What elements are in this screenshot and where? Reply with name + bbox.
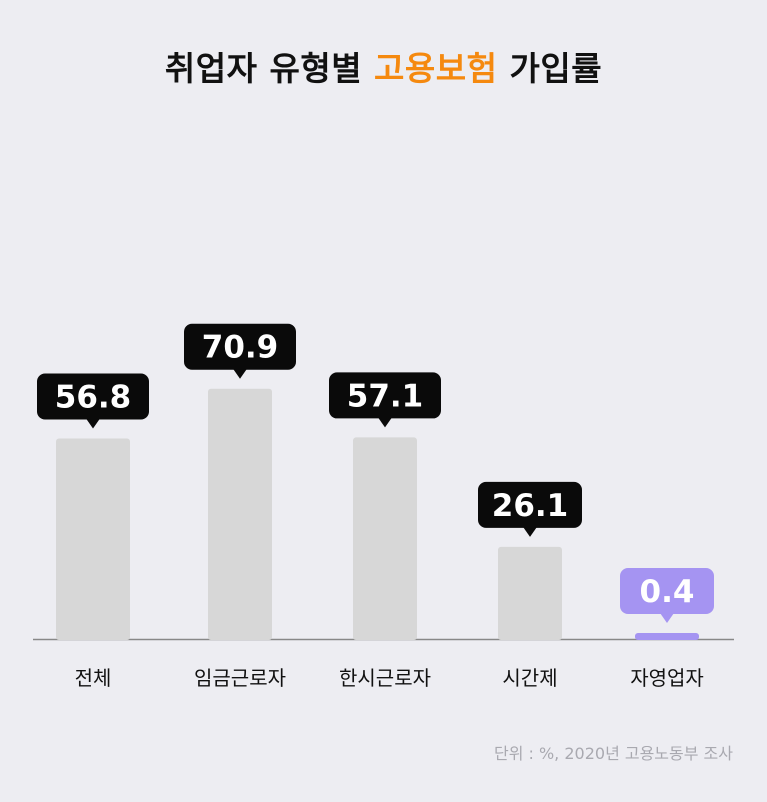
data-label-4: 0.4 xyxy=(640,574,695,610)
bar-3 xyxy=(498,546,562,640)
title-part1: 취업자 유형별 xyxy=(164,49,375,88)
data-label-pointer-1 xyxy=(233,368,247,379)
category-label-2: 한시근로자 xyxy=(339,666,431,690)
data-label-0: 56.8 xyxy=(55,379,132,415)
bar-4 xyxy=(635,633,699,640)
data-label-pointer-4 xyxy=(660,613,674,623)
bar-1 xyxy=(208,388,272,640)
category-label-3: 시간제 xyxy=(502,666,557,690)
category-label-0: 전체 xyxy=(75,666,112,690)
data-label-box-1 xyxy=(184,323,296,370)
data-label-box-0 xyxy=(37,373,149,420)
title-part2: 가입률 xyxy=(497,49,603,88)
data-label-box-3 xyxy=(478,481,582,528)
data-label-1: 70.9 xyxy=(202,330,279,366)
data-label-pointer-2 xyxy=(378,417,392,428)
data-label-pointer-0 xyxy=(86,418,100,429)
data-label-pointer-3 xyxy=(523,526,537,537)
title-highlight: 고용보험 xyxy=(374,49,498,88)
bar-0 xyxy=(56,438,130,640)
data-label-box-4 xyxy=(620,568,714,614)
data-label-box-2 xyxy=(329,372,441,419)
data-label-3: 26.1 xyxy=(492,488,569,524)
category-label-4: 자영업자 xyxy=(630,666,704,690)
bar-2 xyxy=(353,437,417,640)
data-label-2: 57.1 xyxy=(347,378,424,414)
chart-title: 취업자 유형별 고용보험 가입률 xyxy=(0,42,767,90)
category-label-1: 임금근로자 xyxy=(194,666,286,690)
source-note: 단위 : %, 2020년 고용노동부 조사 xyxy=(493,744,733,763)
